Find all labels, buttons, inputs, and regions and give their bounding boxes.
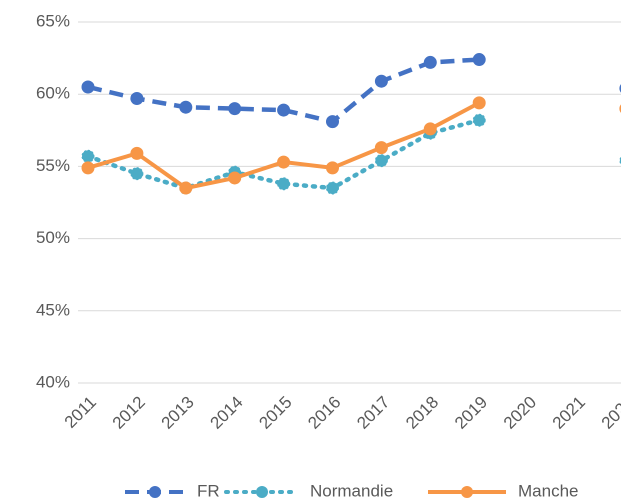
x-tick-label: 2017 (353, 393, 393, 433)
point (130, 146, 144, 160)
point (179, 181, 193, 195)
y-tick-label: 40% (36, 372, 70, 391)
x-tick-label: 2011 (61, 393, 100, 432)
point (81, 161, 95, 175)
legend-label: Manche (518, 481, 578, 500)
point (81, 80, 95, 94)
point (81, 149, 95, 163)
point (130, 167, 144, 181)
point (374, 74, 388, 88)
x-tick-label: 2013 (158, 393, 198, 433)
point (423, 122, 437, 136)
legend-label: FR (197, 481, 220, 500)
x-tick-label: 2015 (255, 393, 295, 433)
point (326, 161, 339, 175)
series-line (88, 120, 621, 188)
point (228, 171, 242, 185)
point (374, 141, 388, 155)
point (374, 154, 388, 168)
point (326, 181, 339, 195)
point (228, 102, 242, 116)
point (277, 177, 291, 191)
y-tick-label: 55% (36, 156, 70, 175)
legend-marker (256, 486, 268, 498)
x-tick-label: 2014 (207, 393, 247, 433)
y-tick-label: 50% (36, 228, 70, 247)
legend-marker (149, 486, 161, 498)
y-tick-label: 60% (36, 84, 70, 103)
point (130, 92, 144, 106)
y-tick-label: 65% (36, 11, 70, 30)
point (472, 113, 486, 127)
x-tick-label: 2018 (402, 393, 442, 433)
point (277, 103, 291, 117)
x-tick-label: 2016 (304, 393, 344, 433)
x-tick-label: 2021 (549, 393, 589, 433)
legend-marker (461, 486, 473, 498)
legend-label: Normandie (310, 481, 393, 500)
point (179, 100, 193, 114)
x-tick-label: 2012 (109, 393, 149, 433)
point (472, 96, 486, 110)
point (326, 115, 339, 129)
point (423, 55, 437, 69)
x-tick-label: 2022 (598, 393, 621, 433)
point (277, 155, 291, 169)
x-tick-label: 2020 (500, 393, 540, 433)
x-tick-label: 2019 (451, 393, 491, 433)
series-line (88, 60, 621, 122)
y-tick-label: 45% (36, 300, 70, 319)
point (472, 53, 486, 67)
